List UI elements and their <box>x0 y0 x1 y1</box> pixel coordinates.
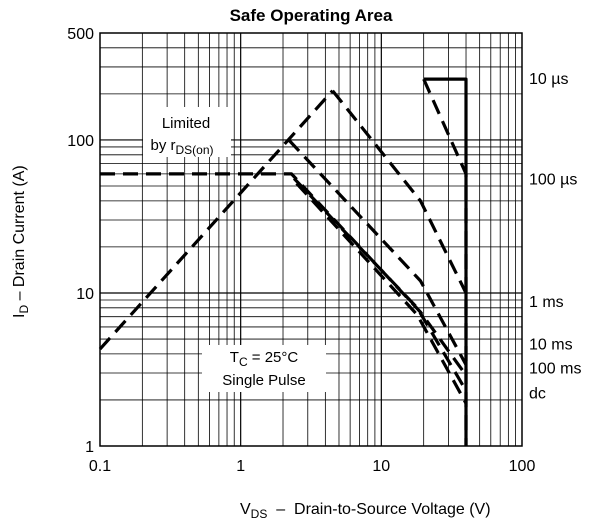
x-tick-label: 100 <box>509 458 536 475</box>
series-label-background <box>525 383 585 404</box>
series-line-3 <box>331 89 468 294</box>
temperature-label: TC = 25°C <box>230 349 299 369</box>
y-tick-label: 500 <box>67 26 94 43</box>
series-line-4 <box>287 138 468 366</box>
series-group <box>98 77 468 446</box>
series-label: 10 µs <box>529 71 568 88</box>
chart-title: Safe Operating Area <box>230 6 393 25</box>
y-axis-label: ID – Drain Current (A) <box>11 165 31 318</box>
series-labels: 10 µs 100 µs 1 ms 10 ms 100 ms dc <box>525 69 585 404</box>
x-tick-label: 0.1 <box>89 458 111 475</box>
series-label-background <box>525 169 585 190</box>
series-line-7 <box>295 182 468 405</box>
series-label: dc <box>529 386 546 403</box>
series-label-background <box>525 358 585 379</box>
series-label: 100 ms <box>529 361 581 378</box>
series-label-background <box>525 69 585 90</box>
limited-annotation: Limited by rDS(on) <box>143 107 231 157</box>
limited-annotation-box <box>143 107 231 157</box>
x-axis-label: VDS – Drain-to-Source Voltage (V) <box>240 501 491 521</box>
series-label-background <box>525 334 585 355</box>
conditions-annotation: TC = 25°C Single Pulse <box>202 345 326 392</box>
series-line-2 <box>98 89 334 351</box>
series-line-5 <box>100 172 468 377</box>
y-tick-label: 100 <box>67 133 94 150</box>
limited-annotation-line1: Limited <box>162 115 210 132</box>
series-label: 10 ms <box>529 337 573 354</box>
y-tick-label: 1 <box>85 439 94 456</box>
x-tick-labels: 0.1 1 10 100 <box>89 458 536 475</box>
series-line-8 <box>422 78 468 446</box>
limited-annotation-line2: by rDS(on) <box>150 137 213 157</box>
y-tick-label: 10 <box>76 286 94 303</box>
series-label: 100 µs <box>529 172 577 189</box>
y-tick-labels: 1 10 100 500 <box>67 26 94 456</box>
single-pulse-label: Single Pulse <box>222 372 305 389</box>
plot-frame <box>99 32 523 447</box>
series-label: 1 ms <box>529 294 564 311</box>
x-tick-label: 1 <box>236 458 245 475</box>
x-tick-label: 10 <box>372 458 390 475</box>
series-label-background <box>525 292 585 313</box>
conditions-annotation-box <box>202 345 326 392</box>
series-line-6 <box>292 177 468 392</box>
